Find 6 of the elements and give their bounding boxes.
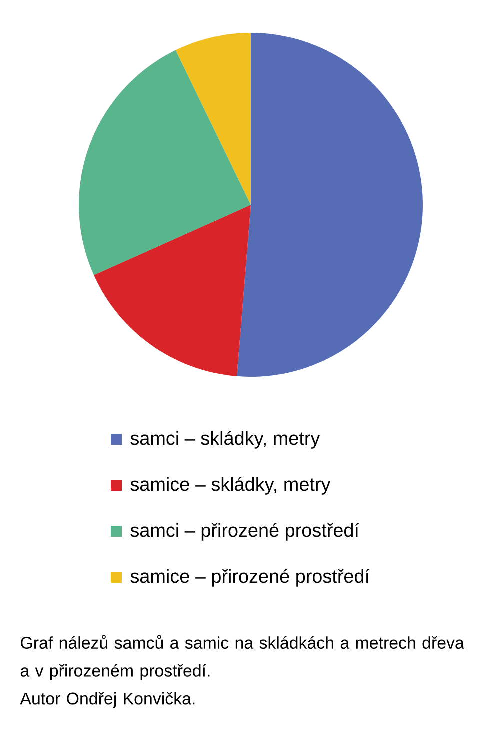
- legend-label: samci – přirozené prostředí: [130, 523, 360, 541]
- legend-label: samci – skládky, metry: [130, 431, 320, 449]
- text: Graf nálezů samců a samic na skládkách a metrech dřeva a v přirozeném prostředí.: [20, 635, 464, 680]
- legend-label: samice – skládky, metry: [130, 477, 331, 495]
- text: Autor Ondřej Konvička.: [20, 692, 195, 708]
- legend-label: samice – přirozené prostředí: [130, 569, 370, 587]
